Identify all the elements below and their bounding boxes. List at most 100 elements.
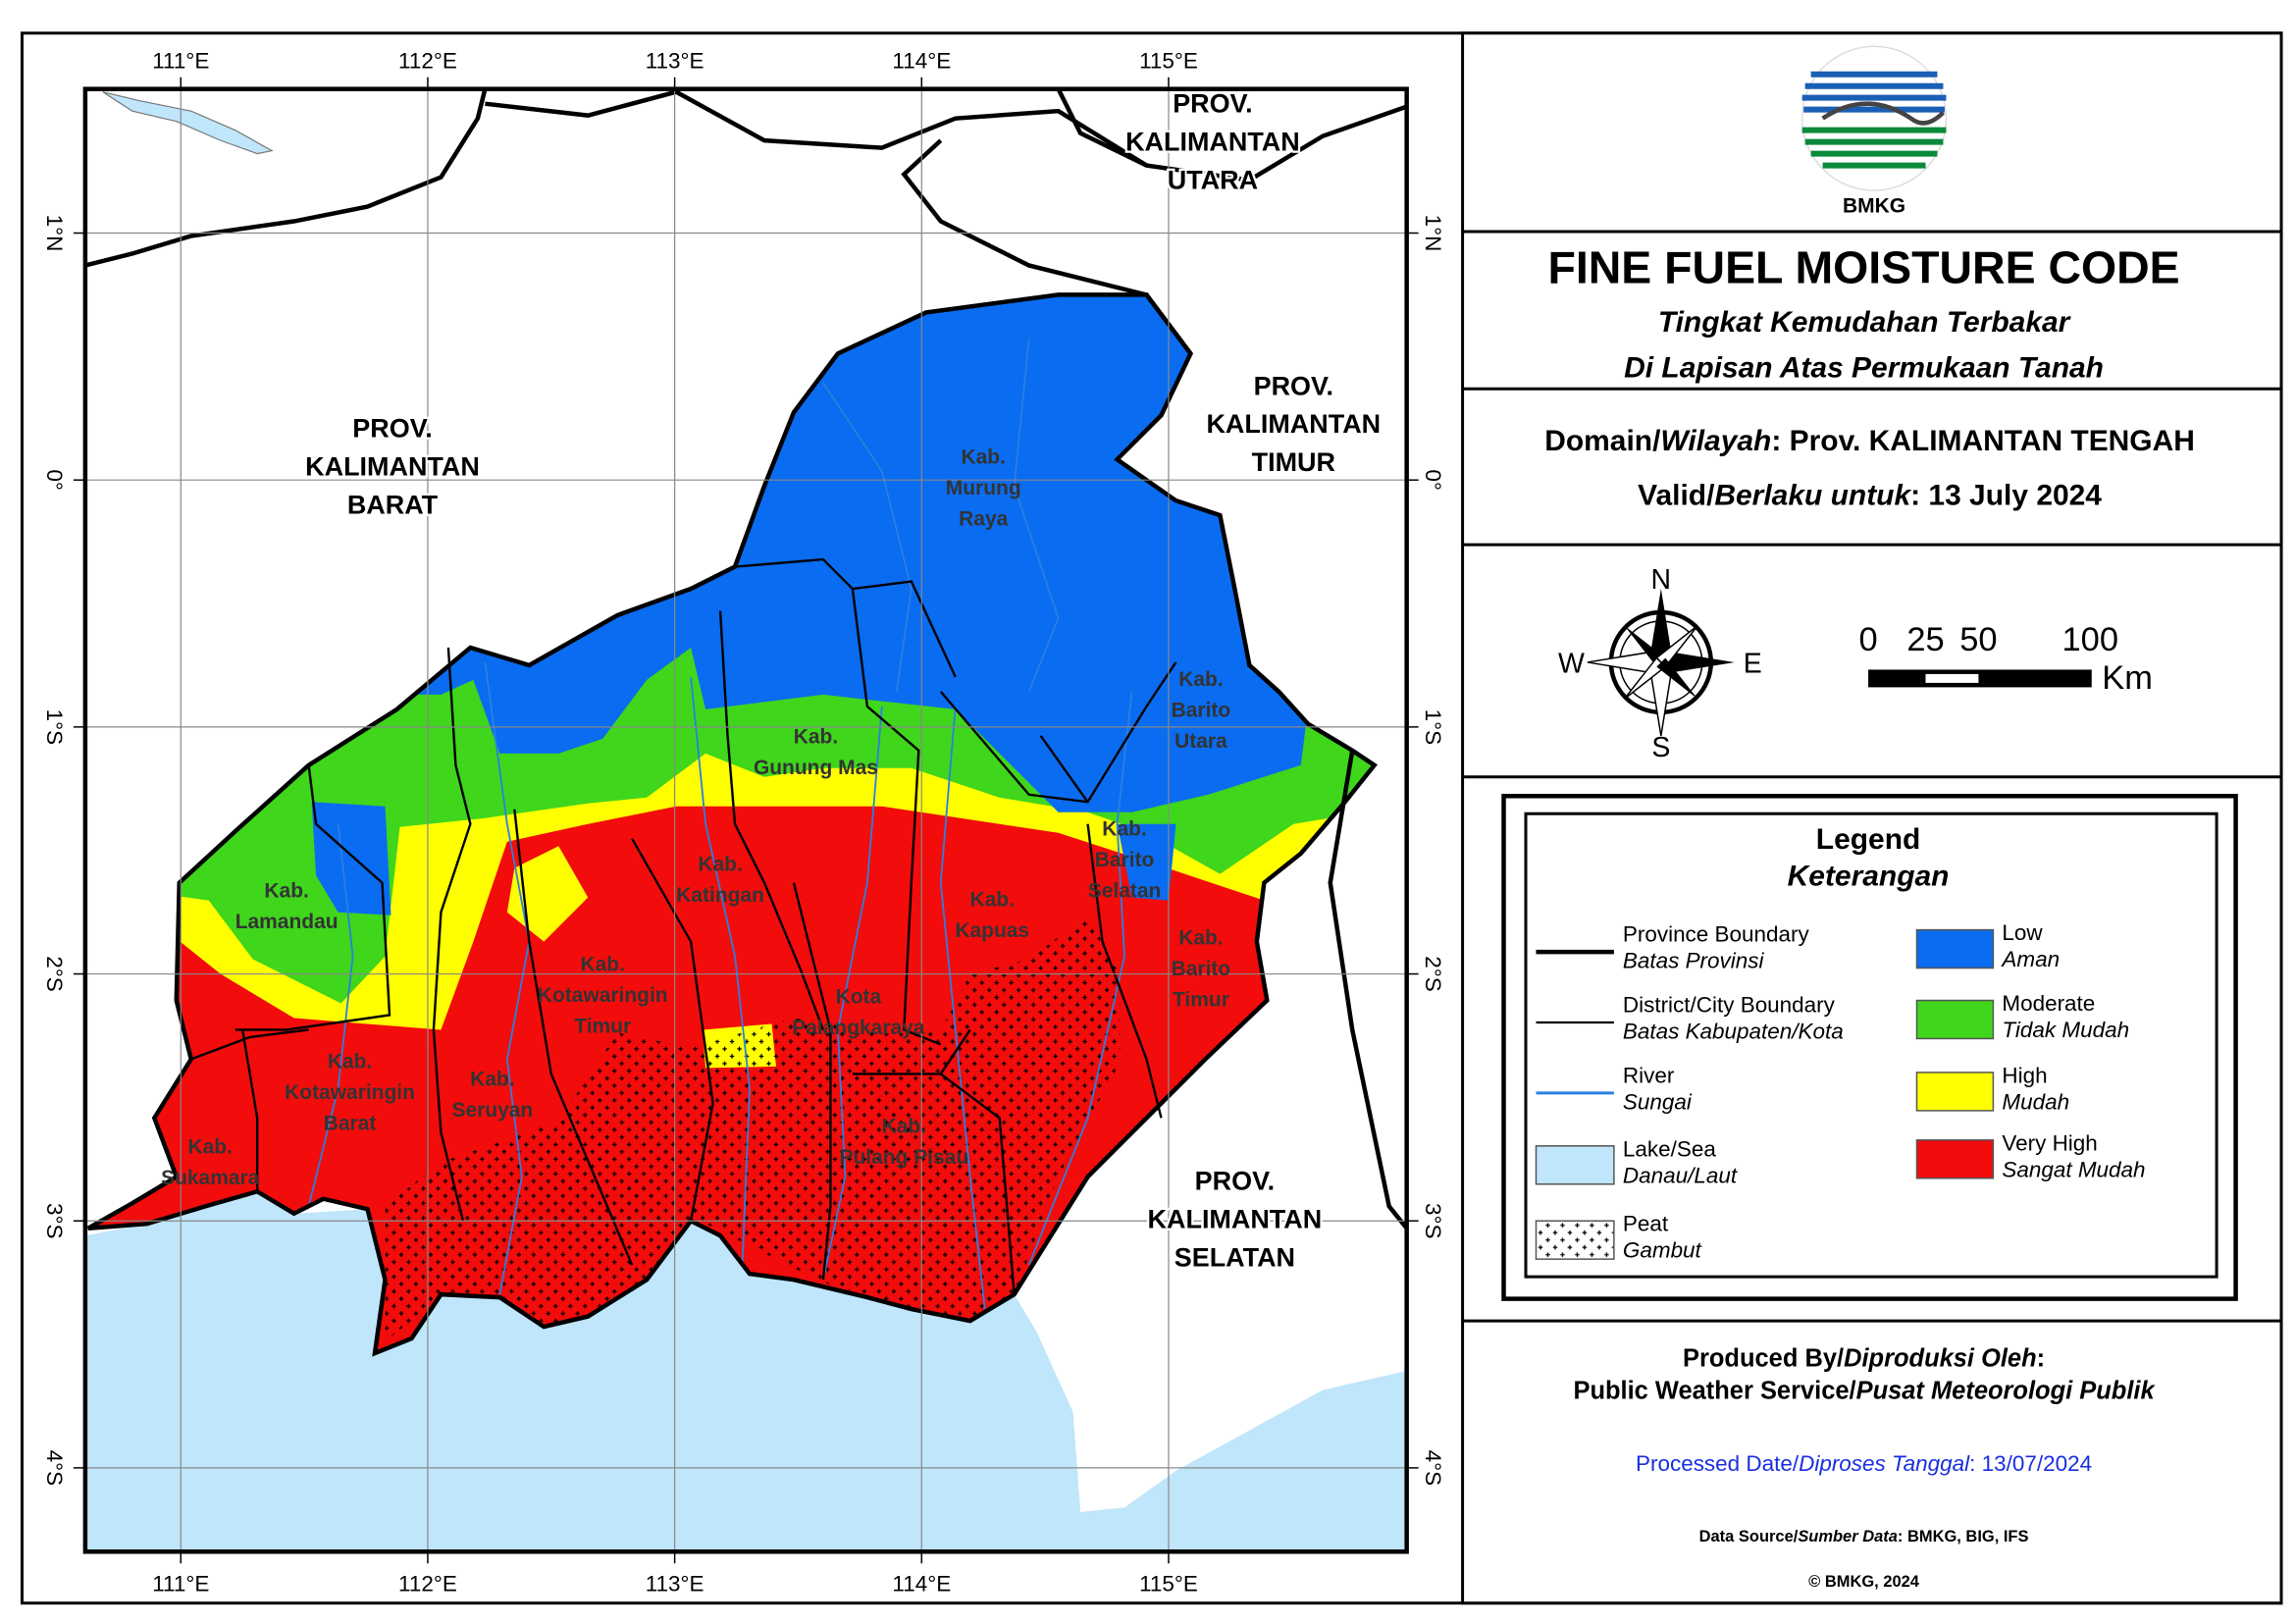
processed-en: Processed Date/ — [1636, 1451, 1800, 1476]
lat-label: 1°N — [1421, 215, 1445, 252]
subtitle: Di Lapisan Atas Permukaan Tanah — [1624, 351, 2104, 384]
legend-border — [1501, 794, 2238, 1301]
map-frame — [82, 86, 1409, 1554]
district-label: Kab. — [794, 725, 838, 748]
logo-mountain — [1821, 101, 1946, 126]
lat-label: 3°S — [42, 1203, 67, 1238]
lat-label: 0° — [42, 469, 67, 490]
domain-line: Domain/Wilayah: Prov. KALIMANTAN TENGAH — [1544, 425, 2195, 457]
legend-label: Peat — [1623, 1212, 1669, 1236]
compass-w: W — [1558, 648, 1585, 679]
legend-label-id: Sungai — [1623, 1089, 1693, 1114]
legend-label: Very High — [2002, 1130, 2097, 1155]
processed-value: : 13/07/2024 — [1969, 1451, 2092, 1476]
lake — [102, 91, 274, 155]
info-panel: BMKG FINE FUEL MOISTURE CODE Tingkat Kem… — [1461, 31, 2283, 1605]
lat-label: 1°N — [42, 215, 67, 252]
domain-en: Domain/ — [1544, 425, 1661, 457]
lat-label: 1°S — [42, 709, 67, 745]
district-label: Kab. — [1178, 927, 1223, 950]
lon-label: 115°E — [1139, 1572, 1198, 1597]
district-boundary — [235, 764, 391, 1031]
lat-label: 2°S — [1421, 956, 1445, 991]
legend-label-id: Tidak Mudah — [2002, 1018, 2129, 1042]
province-label: KALIMANTAN — [1125, 128, 1300, 157]
main-title: FINE FUEL MOISTURE CODE — [1547, 241, 2179, 292]
legend-label: River — [1623, 1063, 1675, 1087]
province-boundary — [1328, 750, 1407, 1230]
district-label: Kotawaringin — [538, 984, 668, 1007]
source-line: Data Source/Sumber Data: BMKG, BIG, IFS — [1699, 1528, 2029, 1545]
compass-point — [1660, 652, 1735, 673]
district-boundary — [241, 1029, 259, 1192]
lon-label: 113°E — [646, 1572, 704, 1597]
compass: N S E W — [1558, 564, 1762, 763]
processed-id: Diproses Tanggal — [1799, 1451, 1970, 1476]
logo-text: BMKG — [1843, 195, 1905, 218]
legend-swatch — [1535, 1220, 1615, 1260]
domain-value: : Prov. KALIMANTAN TENGAH — [1771, 425, 2195, 457]
lon-label: 114°E — [892, 1572, 951, 1597]
river — [484, 661, 531, 1295]
district-label: Barito — [1095, 849, 1155, 871]
district-label: Gunung Mas — [754, 757, 878, 779]
district-label: Timur — [1173, 988, 1229, 1011]
district-label: Barito — [1172, 699, 1231, 721]
province-label: BARAT — [347, 491, 439, 520]
district-label: Lamandau — [235, 911, 339, 933]
peat-zone — [385, 915, 1121, 1342]
logo-stripes — [1801, 71, 1947, 113]
source-en: Data Source/ — [1699, 1528, 1799, 1545]
district-boundary — [631, 838, 714, 1222]
legend-label-id: Gambut — [1623, 1238, 1703, 1263]
logo-stripes — [1801, 127, 1947, 169]
lon-label: 114°E — [892, 49, 951, 74]
produced-end: : — [2037, 1345, 2045, 1373]
legend-title: Legend — [1816, 823, 1921, 856]
low-zone — [1117, 823, 1176, 901]
scale-unit: Km — [2102, 659, 2153, 697]
lon-label: 113°E — [646, 49, 704, 74]
lon-label: 115°E — [1139, 49, 1198, 74]
legend-swatch — [1915, 999, 1995, 1040]
province-label: SELATAN — [1174, 1243, 1295, 1273]
district-boundary — [1039, 735, 1089, 803]
lon-label: 111°E — [152, 49, 209, 74]
district-label: Seruyan — [451, 1099, 533, 1122]
sea — [84, 1191, 1407, 1552]
subtitle: Tingkat Kemudahan Terbakar — [1658, 306, 2072, 339]
legend-label: Low — [2002, 920, 2043, 945]
province-label: KALIMANTAN — [305, 452, 480, 482]
legend-subtitle: Keterangan — [1788, 861, 1950, 893]
legend-label: High — [2002, 1063, 2047, 1087]
valid-line: Valid/Berlaku untuk: 13 July 2024 — [1638, 480, 2102, 512]
lat-label: 4°S — [1421, 1450, 1445, 1486]
province-boundary — [84, 88, 488, 268]
lat-label: 3°S — [1421, 1203, 1445, 1238]
legend-swatch — [1915, 928, 1995, 969]
province-boundary — [1056, 88, 1148, 168]
province-boundary — [485, 89, 1407, 183]
district-boundary — [792, 882, 832, 1281]
district-label: Kab. — [187, 1135, 232, 1158]
district-label: Kab. — [882, 1115, 926, 1137]
province-boundary — [86, 292, 1378, 1357]
compass-point — [1656, 657, 1698, 700]
compass-point — [1650, 589, 1672, 662]
district-label: Selatan — [1088, 880, 1162, 903]
scale-label: 0 — [1858, 621, 1877, 658]
district-boundary — [190, 1028, 309, 1061]
district-label: Kapuas — [955, 919, 1029, 942]
district-label: Utara — [1174, 730, 1227, 753]
low-zone — [311, 802, 391, 916]
scale-label: 100 — [2062, 621, 2118, 658]
processed-line: Processed Date/Diproses Tanggal: 13/07/2… — [1636, 1451, 2092, 1476]
scale-segment — [1925, 673, 1979, 683]
lat-label: 4°S — [42, 1450, 67, 1486]
valid-en: Valid/ — [1638, 480, 1715, 512]
legend-label-id: Batas Provinsi — [1623, 949, 1765, 973]
scale-label: 25 — [1906, 621, 1944, 658]
legend-label-id: Batas Kabupaten/Kota — [1623, 1019, 1844, 1043]
legend-label: Lake/Sea — [1623, 1136, 1716, 1161]
